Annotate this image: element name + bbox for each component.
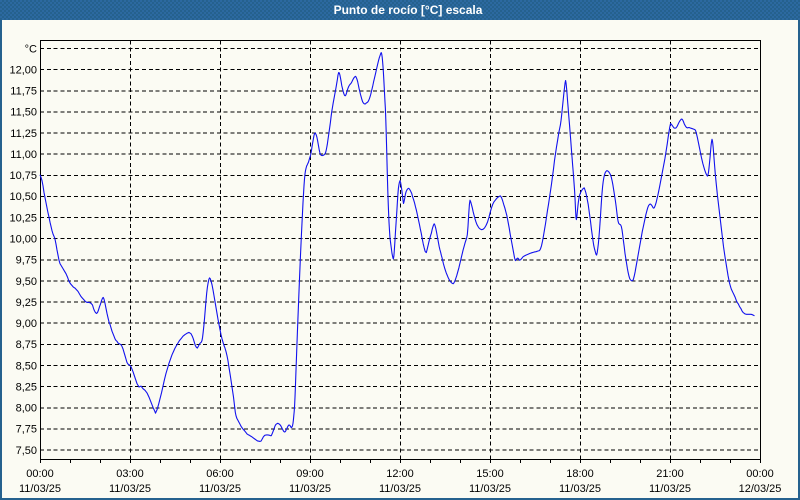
svg-text:9,75: 9,75 bbox=[16, 255, 37, 267]
svg-text:9,25: 9,25 bbox=[16, 297, 37, 309]
svg-text:12/03/25: 12/03/25 bbox=[739, 483, 782, 495]
svg-text:00:00: 00:00 bbox=[746, 468, 774, 480]
svg-text:11/03/25: 11/03/25 bbox=[109, 483, 151, 495]
svg-text:8,00: 8,00 bbox=[16, 403, 37, 415]
svg-text:12,00: 12,00 bbox=[9, 64, 37, 76]
svg-text:7,50: 7,50 bbox=[16, 445, 37, 457]
svg-text:11/03/25: 11/03/25 bbox=[19, 483, 61, 495]
svg-text:11,25: 11,25 bbox=[10, 128, 37, 140]
svg-text:11/03/25: 11/03/25 bbox=[649, 483, 691, 495]
svg-text:11,00: 11,00 bbox=[10, 149, 37, 161]
svg-text:15:00: 15:00 bbox=[476, 468, 504, 480]
svg-text:11,75: 11,75 bbox=[10, 86, 37, 98]
svg-text:8,25: 8,25 bbox=[16, 381, 37, 393]
svg-text:00:00: 00:00 bbox=[26, 468, 54, 480]
svg-text:11/03/25: 11/03/25 bbox=[379, 483, 421, 495]
svg-text:03:00: 03:00 bbox=[116, 468, 144, 480]
svg-text:10,75: 10,75 bbox=[9, 170, 37, 182]
svg-text:11/03/25: 11/03/25 bbox=[469, 483, 511, 495]
svg-text:8,75: 8,75 bbox=[16, 339, 37, 351]
svg-text:10,25: 10,25 bbox=[9, 212, 37, 224]
svg-text:9,50: 9,50 bbox=[16, 276, 37, 288]
svg-text:12:00: 12:00 bbox=[386, 468, 414, 480]
svg-text:11/03/25: 11/03/25 bbox=[199, 483, 241, 495]
svg-text:9,00: 9,00 bbox=[16, 318, 37, 330]
svg-text:09:00: 09:00 bbox=[296, 468, 324, 480]
svg-text:11,50: 11,50 bbox=[10, 107, 37, 119]
svg-text:21:00: 21:00 bbox=[656, 468, 684, 480]
svg-text:10,00: 10,00 bbox=[9, 234, 37, 246]
svg-text:7,75: 7,75 bbox=[16, 424, 37, 436]
svg-text:°C: °C bbox=[25, 43, 37, 55]
svg-text:8,50: 8,50 bbox=[16, 360, 37, 372]
svg-text:06:00: 06:00 bbox=[206, 468, 234, 480]
svg-text:18:00: 18:00 bbox=[566, 468, 594, 480]
svg-text:11/03/25: 11/03/25 bbox=[559, 483, 601, 495]
svg-text:10,50: 10,50 bbox=[9, 191, 37, 203]
svg-text:11/03/25: 11/03/25 bbox=[289, 483, 331, 495]
